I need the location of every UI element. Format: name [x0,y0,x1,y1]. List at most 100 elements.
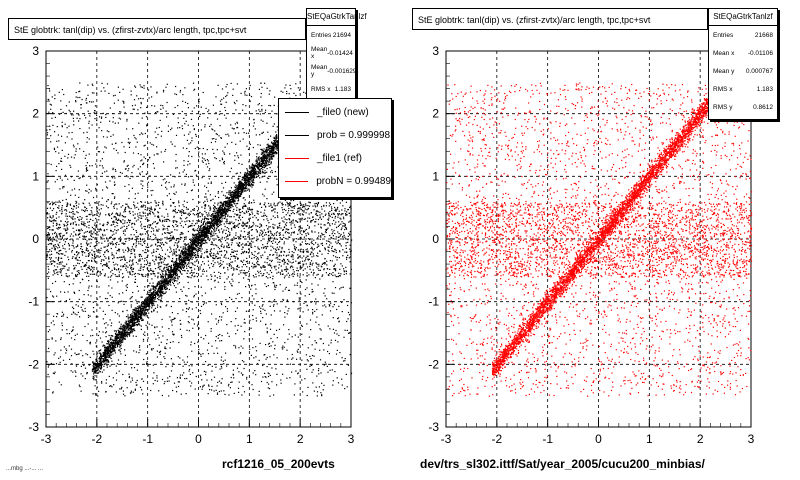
scatter-point [219,207,221,209]
scatter-point [231,192,233,194]
scatter-point [71,313,73,315]
scatter-point [216,323,218,325]
scatter-point [186,263,188,265]
scatter-point [157,282,159,284]
scatter-point [97,372,99,374]
scatter-point [122,337,124,339]
scatter-point [97,372,99,374]
scatter-point [276,126,278,128]
scatter-point [237,186,239,188]
scatter-point [225,207,227,209]
scatter-point [111,335,113,337]
scatter-point [99,371,101,373]
scatter-point [258,164,260,166]
scatter-point [192,254,194,256]
scatter-point [262,169,264,171]
scatter-point [191,251,193,254]
scatter-point [101,172,103,174]
scatter-point [248,183,250,186]
scatter-point [179,254,181,257]
scatter-point [114,349,116,351]
scatter-point [109,352,111,355]
scatter-point [244,181,246,183]
scatter-point [244,177,246,179]
scatter-point [151,227,153,229]
scatter-point [224,213,226,215]
scatter-point [118,340,120,342]
scatter-point [232,192,234,194]
scatter-point [139,174,141,176]
scatter-point [260,165,262,167]
scatter-point [144,308,147,310]
scatter-point [79,128,81,130]
scatter-point [151,294,153,296]
scatter-point [112,342,114,344]
scatter-point [124,322,126,324]
scatter-point [184,87,186,89]
scatter-point [148,308,150,310]
scatter-point [238,381,240,383]
scatter-point [187,124,189,126]
scatter-point [88,188,90,190]
scatter-point [154,105,156,107]
scatter-point [52,392,54,394]
scatter-point [270,156,272,158]
scatter-point [68,333,71,335]
scatter-point [181,264,183,266]
scatter-point [319,216,321,218]
scatter-point [224,195,226,197]
scatter-point [170,260,173,262]
scatter-point [274,145,276,147]
scatter-point [239,180,241,182]
scatter-point [193,237,195,239]
scatter-point [130,325,132,327]
scatter-point [248,185,250,187]
scatter-point [104,352,106,354]
scatter-point [121,386,123,388]
scatter-point [315,321,317,323]
scatter-point [99,360,102,362]
scatter-point [106,354,108,356]
scatter-point [156,291,158,293]
scatter-point [54,273,56,275]
scatter-point [152,259,154,261]
scatter-point [230,192,232,194]
scatter-point [159,292,162,294]
scatter-point [265,150,267,152]
scatter-point [193,239,195,241]
scatter-point [117,333,119,335]
scatter-point [191,247,193,249]
scatter-point [106,353,108,355]
scatter-point [176,263,178,265]
scatter-point [127,271,129,273]
scatter-point [220,390,222,392]
scatter-point [70,114,73,116]
scatter-point [211,220,213,222]
scatter-point [251,170,253,172]
scatter-point [108,340,110,342]
scatter-point [164,352,166,354]
scatter-point [143,312,145,314]
scatter-point [263,160,265,162]
scatter-point [61,125,63,127]
scatter-point [136,302,138,304]
scatter-point [138,98,140,100]
scatter-point [275,136,277,139]
scatter-point [200,241,202,243]
scatter-point [180,268,183,270]
scatter-point [184,247,186,249]
scatter-point [172,236,175,238]
scatter-point [267,264,269,266]
scatter-point [162,292,164,295]
scatter-point [227,214,229,216]
scatter-point [206,218,208,220]
scatter-point [277,146,279,148]
scatter-point [162,291,164,294]
scatter-point [289,202,292,204]
scatter-point [237,184,240,186]
scatter-point [225,201,227,203]
scatter-point [100,366,102,368]
scatter-point [235,197,237,199]
scatter-point [204,124,206,126]
scatter-point [217,334,219,336]
